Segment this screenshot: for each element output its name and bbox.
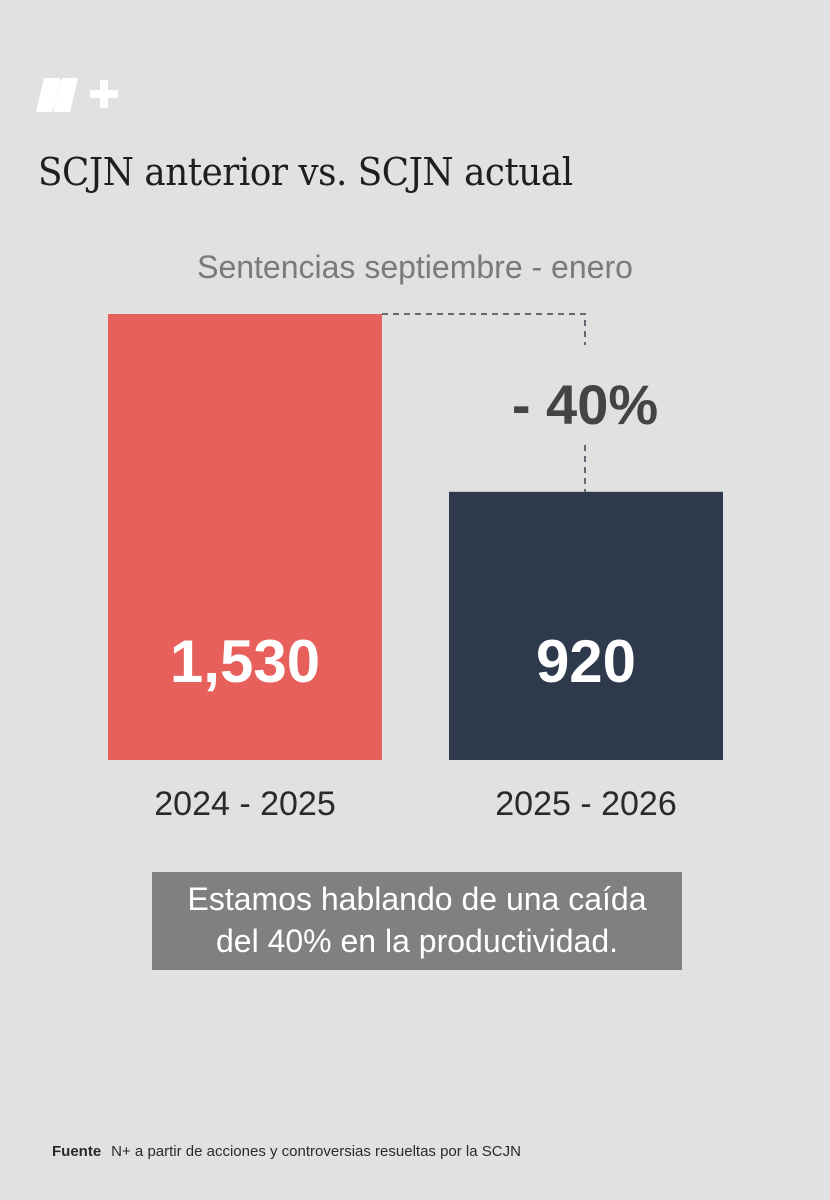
source-label: Fuente: [52, 1143, 102, 1160]
change-annotation: - 40%: [512, 373, 658, 436]
bar-1: [449, 491, 723, 760]
source-text: N+ a partir de acciones y controversias …: [111, 1143, 521, 1160]
bar-value-label-0: 1,530: [170, 628, 320, 695]
bar-chart: 1,530 2024 - 2025 920 2025 - 2026 - 40%: [108, 313, 723, 823]
caption-box: Estamos hablando de una caída del 40% en…: [152, 872, 682, 970]
dashed-connector-top: [382, 313, 586, 345]
chart-title: SCJN anterior vs. SCJN actual: [38, 150, 573, 194]
source-note: Fuente N+ a partir de acciones y controve…: [52, 1143, 521, 1160]
bar-value-label-1: 920: [536, 628, 636, 695]
bar-0: [108, 314, 382, 760]
category-label-1: 2025 - 2026: [495, 785, 677, 823]
chart-subtitle: Sentencias septiembre - enero: [197, 249, 633, 285]
nplus-logo-icon: [34, 74, 120, 114]
caption-line-2: del 40% en la productividad.: [215, 923, 619, 959]
caption-line-1: Estamos hablando de una caída: [187, 881, 647, 917]
category-label-0: 2024 - 2025: [154, 785, 336, 823]
